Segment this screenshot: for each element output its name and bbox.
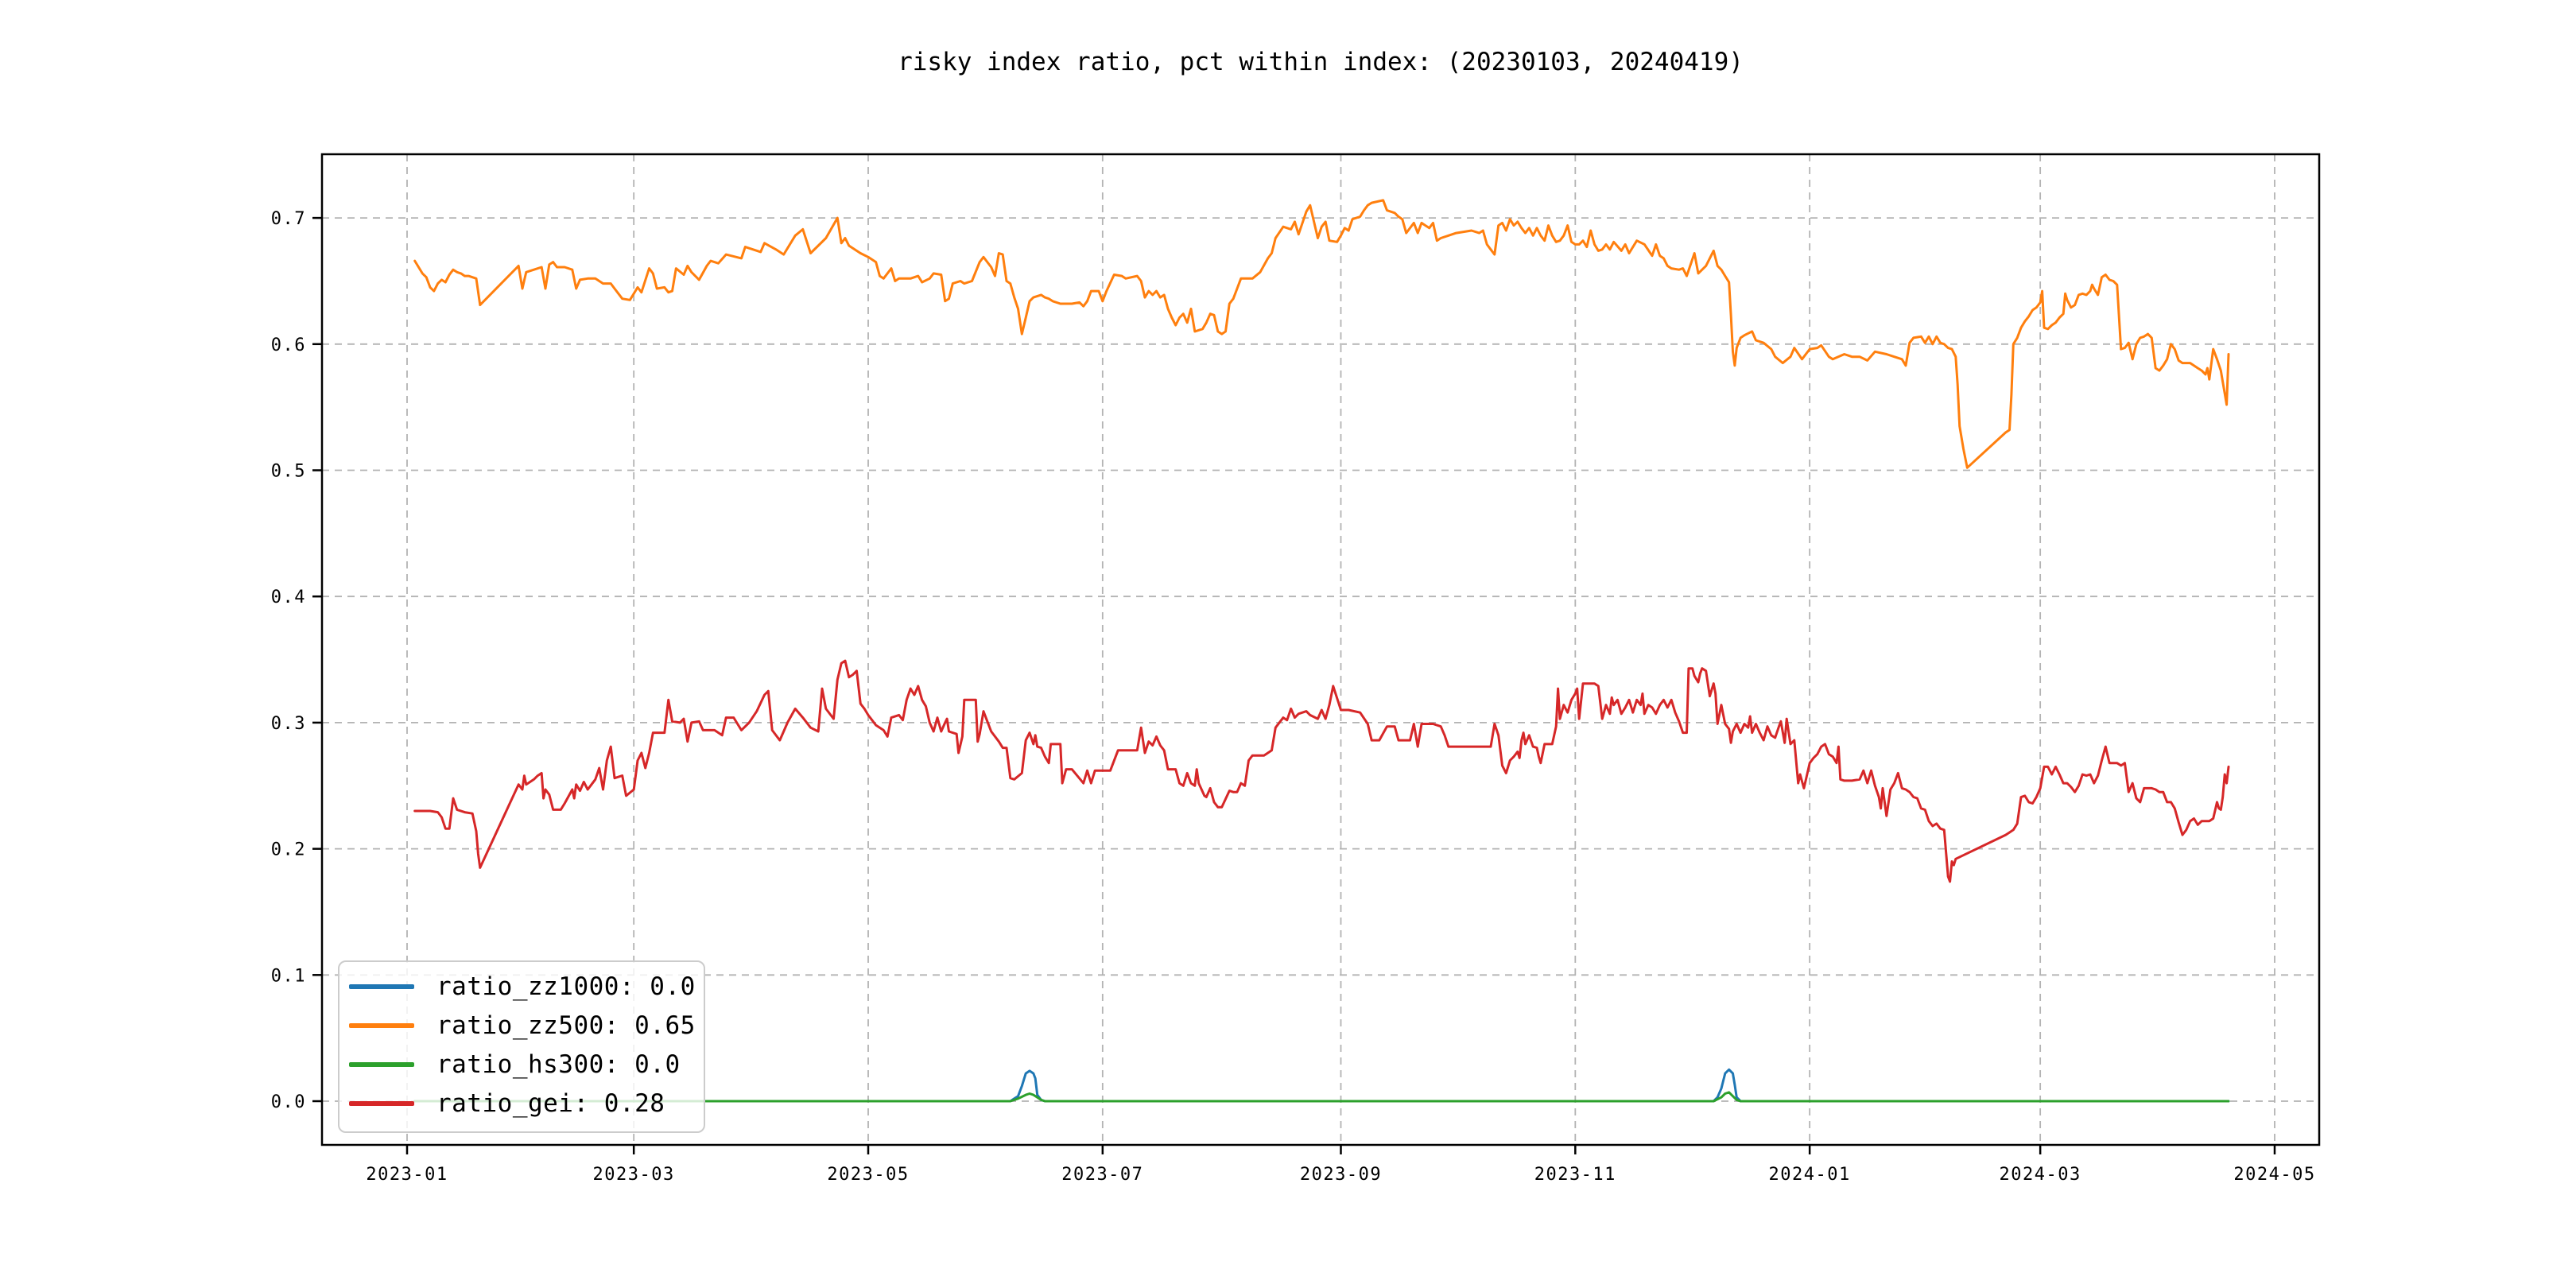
legend-item-label: ratio_gei: 0.28: [436, 1089, 665, 1119]
series-line-ratio_hs300: [413, 1091, 2230, 1103]
series-lines: [413, 199, 2230, 1103]
legend-line-swatch-red: [349, 1101, 414, 1107]
legend-item-label: ratio_hs300: 0.0: [436, 1050, 681, 1080]
legend-line-swatch-orange: [349, 1022, 414, 1028]
legend-item-ratio_hs300: ratio_hs300: 0.0: [349, 1046, 689, 1084]
x-tick-label: 2023-09: [1300, 1165, 1382, 1185]
y-tick-label: 0.1: [271, 966, 306, 986]
x-tick-label: 2024-03: [2000, 1165, 2081, 1185]
x-tick-label: 2024-05: [2233, 1165, 2315, 1185]
y-tick-label: 0.7: [271, 209, 306, 229]
legend-item-ratio_gei: ratio_gei: 0.28: [349, 1084, 689, 1123]
y-tick-label: 0.5: [271, 462, 306, 482]
legend-item-ratio_zz500: ratio_zz500: 0.65: [349, 1006, 695, 1045]
legend: ratio_zz1000: 0.0 ratio_zz500: 0.65 rati…: [338, 960, 705, 1133]
plot-border: [320, 153, 2321, 1146]
x-tick-label: 2024-01: [1769, 1165, 1851, 1185]
x-tick-label: 2023-03: [593, 1165, 675, 1185]
legend-item-ratio_zz1000: ratio_zz1000: 0.0: [349, 967, 695, 1006]
x-tick-label: 2023-11: [1534, 1165, 1616, 1185]
series-line-ratio_gei: [413, 659, 2230, 883]
y-tick-label: 0.6: [271, 336, 306, 355]
x-tick-label: 2023-05: [827, 1165, 909, 1185]
x-tick-label: 2023-01: [366, 1165, 448, 1185]
legend-line-swatch-green: [349, 1062, 414, 1068]
series-line-ratio_zz500: [413, 199, 2230, 469]
axes-ticks: 2023-01 2023-03 2023-05 2023-07 2023-09 2023-…: [271, 209, 2315, 1185]
y-tick-label: 0.2: [271, 840, 306, 860]
legend-item-label: ratio_zz1000: 0.0: [436, 972, 696, 1001]
y-tick-label: 0.0: [271, 1092, 306, 1112]
y-tick-label: 0.4: [271, 588, 306, 607]
chart-title: risky index ratio, pct within index: (20…: [898, 48, 1744, 76]
legend-line-swatch-blue: [349, 983, 414, 989]
x-tick-label: 2023-07: [1061, 1165, 1143, 1185]
legend-item-label: ratio_zz500: 0.65: [436, 1011, 696, 1040]
y-tick-label: 0.3: [271, 714, 306, 734]
